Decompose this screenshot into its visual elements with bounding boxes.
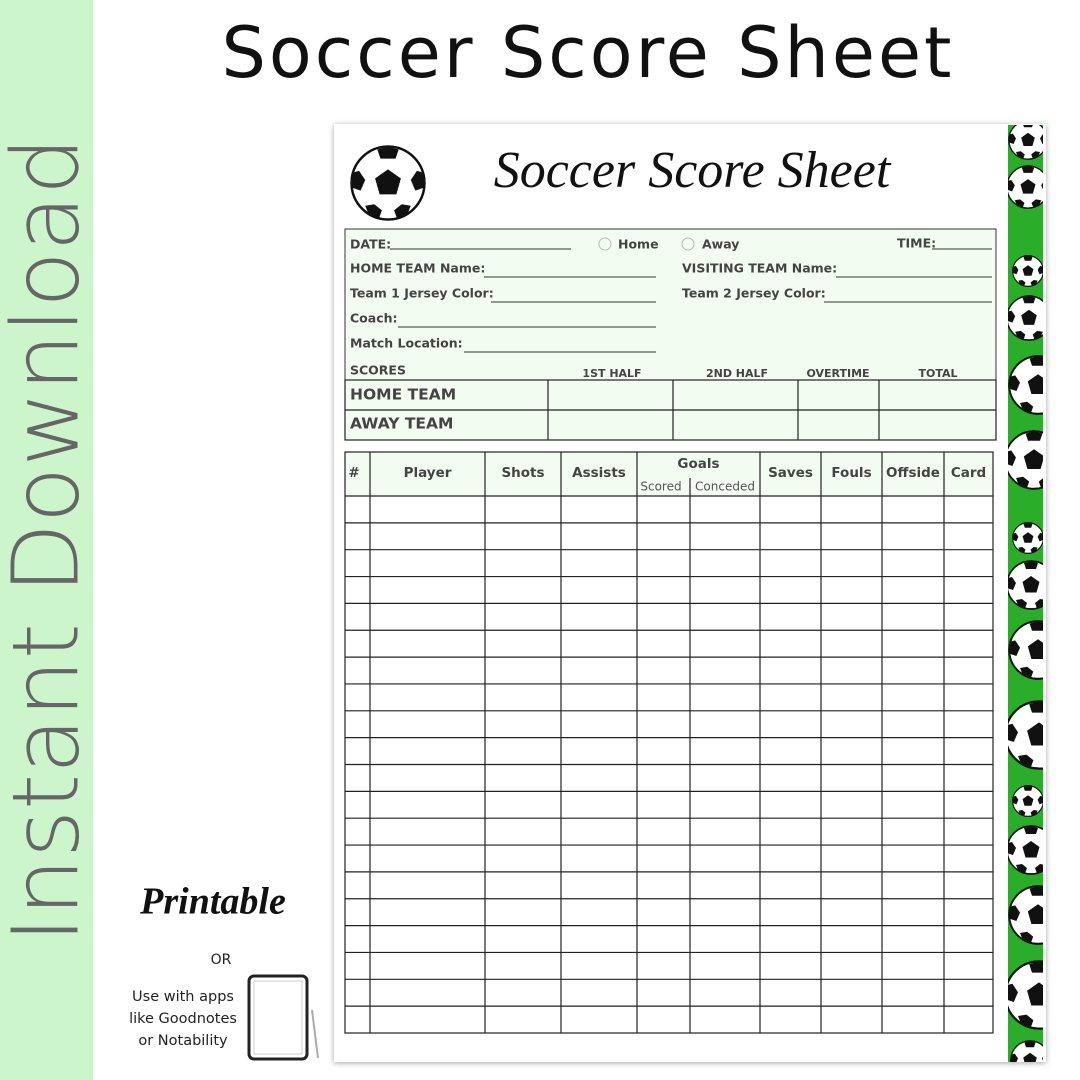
column-header: Shots	[501, 465, 544, 481]
goals-subheader: Scored	[640, 480, 681, 494]
score-column: TOTAL	[918, 367, 957, 380]
side-banner	[0, 0, 93, 1080]
coach-label: Coach:	[350, 311, 398, 326]
apps-line: like Goodnotes	[129, 1011, 237, 1027]
column-header: Assists	[572, 465, 626, 481]
apps-line: or Notability	[138, 1033, 228, 1049]
tablet-screen	[253, 980, 303, 1055]
apps-text: Use with apps like Goodnotes or Notability	[129, 989, 237, 1049]
date-label: DATE:	[350, 237, 391, 252]
stylus	[311, 1009, 319, 1059]
visiting-team-label: VISITING TEAM Name:	[682, 261, 837, 276]
side-text: Instant Download	[0, 137, 100, 944]
strip-ball	[1008, 125, 1043, 160]
column-header: Player	[404, 465, 452, 481]
or-label: OR	[211, 952, 232, 968]
strip-ball	[1008, 355, 1043, 415]
strip-ball	[1008, 960, 1043, 1030]
ball-strip	[1008, 125, 1043, 1062]
home-team-label: HOME TEAM Name:	[350, 261, 485, 276]
location-label: Match Location:	[350, 336, 463, 351]
strip-ball	[1008, 165, 1043, 209]
player-table: # Player Shots Assists Goals Saves Fouls Offsid…	[344, 451, 994, 1034]
ball-icon	[350, 145, 426, 221]
printable-label: Printable	[139, 881, 286, 923]
table-border	[344, 451, 994, 1034]
strip-ball	[1008, 620, 1043, 680]
strip-ball	[1012, 255, 1043, 287]
sheet-title: Soccer Score Sheet	[494, 142, 892, 199]
goals-subheader: Conceded	[695, 480, 755, 494]
score-column: OVERTIME	[806, 367, 869, 380]
column-header: #	[348, 465, 359, 481]
banner-title: Soccer Score Sheet	[221, 12, 954, 94]
scores-label: SCORES	[350, 363, 406, 378]
scores-table: 1ST HALF 2ND HALF OVERTIME TOTAL HOME TEAM AW…	[344, 367, 997, 441]
time-label: TIME:	[897, 236, 936, 251]
column-header: Saves	[768, 465, 813, 481]
strip-ball	[1008, 885, 1043, 945]
apps-line: Use with apps	[132, 989, 234, 1005]
strip-ball	[1012, 785, 1043, 817]
strip-ball	[1008, 700, 1043, 770]
strip-ball	[1008, 560, 1043, 610]
team1-color-label: Team 1 Jersey Color:	[350, 286, 494, 301]
column-header: Fouls	[831, 465, 871, 481]
column-header: Goals	[677, 456, 719, 472]
strip-ball	[1008, 825, 1043, 875]
strip-ball	[1008, 430, 1043, 490]
away-option: Away	[702, 237, 739, 252]
score-row: AWAY TEAM	[350, 415, 453, 433]
info-fields: DATE: Home Away TIME: HOME TEAM Name: VI…	[350, 236, 992, 378]
score-column: 2ND HALF	[706, 367, 768, 380]
column-header: Card	[951, 465, 986, 481]
score-column: 1ST HALF	[582, 367, 641, 380]
team2-color-label: Team 2 Jersey Color:	[682, 286, 826, 301]
info-box	[344, 228, 997, 381]
home-option: Home	[618, 237, 659, 252]
score-row: HOME TEAM	[350, 386, 456, 404]
strip-ball	[1012, 522, 1043, 554]
column-header: Offside	[886, 465, 940, 481]
